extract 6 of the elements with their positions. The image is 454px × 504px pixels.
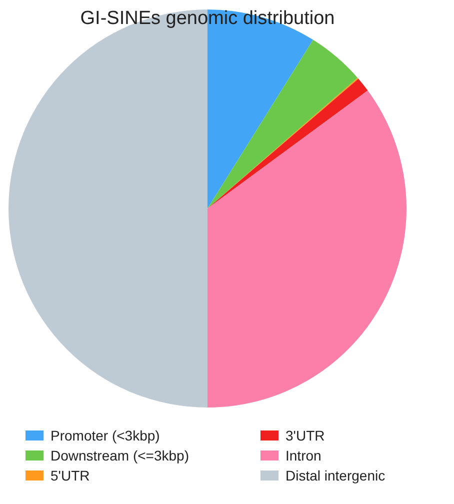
legend-label: Intron [286,448,322,464]
legend-label: Downstream (<=3kbp) [50,448,190,464]
legend-label: Distal intergenic [286,468,386,484]
legend-label: 5'UTR [50,468,90,484]
legend-label: Promoter (<3kbp) [50,428,160,444]
legend-label: 3'UTR [286,428,325,444]
